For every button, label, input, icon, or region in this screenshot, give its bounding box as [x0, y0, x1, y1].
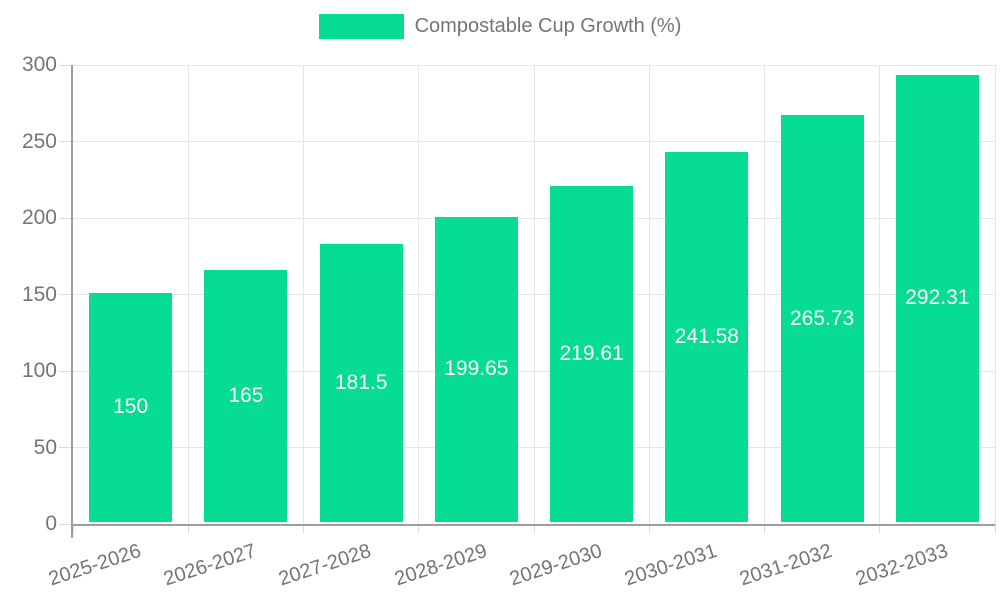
gridline [187, 65, 189, 524]
x-tick [72, 524, 74, 533]
x-axis-line [71, 524, 995, 526]
bar-2028-2029: 199.65 [434, 216, 518, 522]
gridline [764, 65, 765, 524]
x-tick-label: 2028-2029 [391, 539, 490, 591]
y-tick-label: 200 [21, 206, 57, 229]
bar-value-label: 181.5 [334, 371, 388, 395]
y-tick [59, 141, 73, 142]
x-tick [418, 524, 420, 533]
gridline [648, 65, 650, 524]
bar-2032-2033: 292.31 [895, 74, 979, 522]
plot-area: 150 165 181.5 199.65 219.61 241.58 265.73 292.3… [46, 64, 996, 590]
bar-value-label: 165 [228, 383, 264, 407]
x-tick-label: 2027-2028 [276, 539, 375, 591]
y-tick [59, 294, 73, 295]
y-tick-label: 250 [21, 129, 57, 153]
y-tick [59, 370, 73, 372]
x-tick-label: 2026-2027 [161, 539, 259, 591]
x-tick [648, 524, 650, 533]
bar-value-label: 265.73 [790, 306, 855, 330]
gridline [303, 65, 304, 524]
y-tick-label: 0 [45, 512, 57, 535]
x-tick [533, 524, 535, 533]
gridline [994, 65, 996, 524]
bar-value-label: 219.61 [559, 342, 624, 365]
y-tick-label: 150 [21, 282, 57, 306]
bar-2031-2032: 265.73 [780, 115, 864, 522]
bar-2030-2031: 241.58 [665, 152, 749, 522]
y-tick [59, 217, 73, 219]
y-axis-line [71, 65, 73, 538]
legend-swatch-icon [318, 14, 404, 39]
y-tick [59, 523, 73, 525]
bar-value-label: 150 [113, 395, 149, 419]
x-tick [994, 524, 996, 533]
y-tick-label: 100 [21, 359, 57, 382]
y-tick [59, 64, 73, 66]
x-tick-label: 2032-2033 [852, 539, 951, 591]
chart-legend: Compostable Cup Growth (%) [0, 14, 1000, 39]
legend-label: Compostable Cup Growth (%) [414, 15, 682, 37]
gridline [418, 65, 420, 524]
bar-value-label: 199.65 [444, 357, 509, 381]
x-tick [187, 524, 189, 533]
x-tick-label: 2030-2031 [622, 539, 720, 591]
x-tick-label: 2025-2026 [45, 539, 144, 591]
x-tick [879, 524, 881, 533]
x-tick [303, 524, 304, 533]
bar-2025-2026: 150 [89, 292, 173, 522]
x-tick-label: 2031-2032 [737, 539, 836, 591]
bar-2026-2027: 165 [204, 269, 288, 522]
bar-2027-2028: 181.5 [319, 244, 403, 522]
y-tick-label: 50 [33, 435, 57, 459]
gridline [533, 65, 535, 524]
x-tick [764, 524, 765, 533]
bar-value-label: 241.58 [674, 325, 739, 349]
y-tick-label: 300 [21, 53, 57, 76]
y-tick [59, 447, 73, 448]
gridline [879, 65, 881, 524]
x-tick-label: 2029-2030 [506, 539, 605, 591]
bar-value-label: 292.31 [905, 286, 970, 310]
bar-2029-2030: 219.61 [550, 186, 634, 522]
